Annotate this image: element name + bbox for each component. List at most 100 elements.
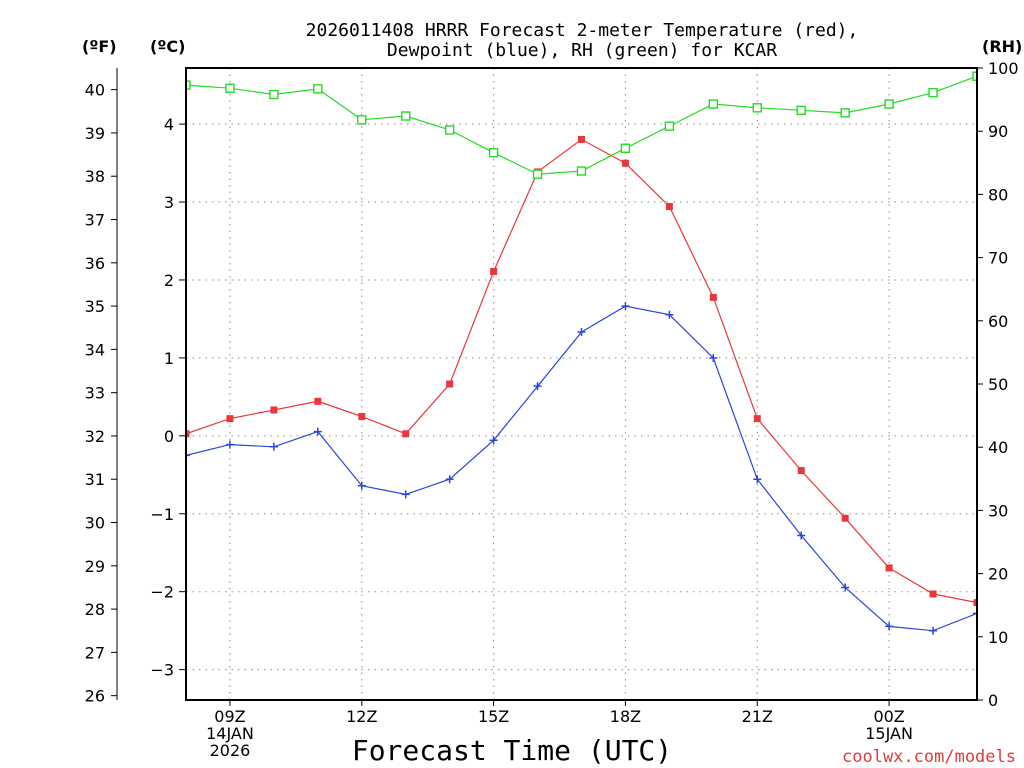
celsius-tick-label: 0 — [164, 427, 174, 446]
rh-tick-label: 30 — [988, 501, 1008, 520]
temperature-point — [578, 135, 585, 143]
rh-point — [708, 99, 719, 109]
rh-tick-label: 50 — [988, 375, 1008, 394]
fahrenheit-tick-label: 37 — [85, 211, 105, 230]
x-tick-label: 12Z — [346, 707, 377, 726]
series-group — [186, 71, 977, 635]
chart-title-line-2: Dewpoint (blue), RH (green) for KCAR — [387, 40, 777, 61]
x-tick-label: 15Z — [478, 707, 509, 726]
rh-point — [488, 147, 499, 158]
rh-tick-label: 70 — [988, 249, 1008, 268]
rh-point — [269, 89, 279, 100]
temperature-point — [885, 564, 893, 572]
fahrenheit-tick-label: 36 — [85, 254, 105, 273]
x-tick-label: 14JAN — [206, 724, 254, 743]
temperature-point — [973, 599, 977, 607]
rh-point — [444, 125, 455, 135]
fahrenheit-tick-label: 40 — [85, 81, 105, 100]
rh-tick-label: 60 — [988, 312, 1008, 331]
rh-point — [972, 71, 977, 81]
rh-tick-label: 0 — [988, 691, 998, 710]
rh-point — [620, 143, 631, 153]
temperature-point — [841, 514, 849, 522]
temperature-point — [665, 203, 673, 211]
rh-point — [313, 84, 323, 94]
plot-frame — [185, 67, 978, 701]
temperature-point — [270, 406, 278, 414]
dewpoint-point — [797, 531, 806, 540]
rh-point — [225, 83, 235, 93]
celsius-unit-label: (ºC) — [150, 37, 185, 56]
rh-point — [186, 80, 191, 90]
dewpoint-point — [269, 442, 278, 451]
x-axis-title: Forecast Time (UTC) — [352, 734, 672, 767]
rh-point — [664, 121, 675, 131]
celsius-tick-label: −3 — [150, 661, 174, 680]
temperature-point — [490, 267, 498, 275]
rh-tick-label: 10 — [988, 628, 1008, 647]
dewpoint-point — [973, 609, 977, 618]
dewpoint-point — [621, 302, 630, 311]
temperature-point — [358, 412, 366, 420]
temperature-point — [753, 415, 761, 423]
gridlines — [186, 68, 977, 700]
dewpoint-point — [313, 427, 322, 436]
temperature-point — [621, 159, 629, 167]
dewpoint-point — [186, 451, 190, 460]
rh-point — [884, 99, 894, 109]
x-tick-label: 18Z — [610, 707, 641, 726]
temperature-point — [186, 430, 190, 438]
celsius-tick-label: 1 — [164, 349, 174, 368]
rh-point — [401, 111, 411, 121]
rh-point — [928, 87, 938, 98]
dewpoint-point — [401, 490, 410, 499]
temperature-point — [929, 590, 937, 598]
fahrenheit-tick-label: 35 — [85, 297, 105, 316]
dewpoint-point — [885, 622, 894, 631]
celsius-tick-label: 4 — [164, 115, 174, 134]
dewpoint-point — [753, 475, 762, 484]
fahrenheit-tick-label: 29 — [85, 557, 105, 576]
axes: 262728293031323334353637383940−3−2−10123… — [85, 59, 1019, 760]
x-tick-label: 09Z — [214, 707, 245, 726]
rh-tick-label: 20 — [988, 565, 1008, 584]
temperature-point — [226, 415, 234, 423]
fahrenheit-unit-label: (ºF) — [82, 37, 117, 56]
fahrenheit-tick-label: 38 — [85, 167, 105, 186]
dewpoint-point — [533, 382, 542, 391]
rh-tick-label: 100 — [988, 59, 1019, 78]
fahrenheit-tick-label: 32 — [85, 427, 105, 446]
rh-point — [796, 105, 806, 116]
celsius-tick-label: −1 — [150, 505, 174, 524]
temperature-point — [709, 293, 717, 301]
temperature-point — [797, 467, 805, 475]
dewpoint-point — [357, 481, 366, 490]
rh-point — [357, 115, 367, 125]
fahrenheit-tick-label: 26 — [85, 687, 105, 706]
x-tick-label: 15JAN — [865, 724, 913, 743]
x-tick-label: 21Z — [742, 707, 773, 726]
x-tick-label: 00Z — [873, 707, 904, 726]
temperature-point — [402, 430, 410, 438]
dewpoint-point — [665, 310, 674, 319]
dewpoint-point — [929, 626, 938, 635]
temperature-point — [446, 380, 454, 388]
dewpoint-point — [841, 583, 850, 592]
rh-unit-label: (RH) — [982, 37, 1022, 56]
rh-point — [840, 108, 850, 118]
rh-tick-label: 90 — [988, 122, 1008, 141]
fahrenheit-tick-label: 34 — [85, 340, 105, 359]
fahrenheit-tick-label: 30 — [85, 514, 105, 533]
rh-tick-label: 80 — [988, 185, 1008, 204]
fahrenheit-tick-label: 31 — [85, 470, 105, 489]
credit-text: coolwx.com/models — [842, 747, 1016, 767]
dewpoint-point — [445, 475, 454, 484]
rh-tick-label: 40 — [988, 438, 1008, 457]
x-tick-label: 2026 — [210, 741, 251, 760]
dewpoint-point — [225, 440, 234, 449]
temperature-point — [314, 397, 322, 405]
rh-point — [752, 103, 762, 113]
chart-title-line-1: 2026011408 HRRR Forecast 2-meter Tempera… — [306, 20, 859, 41]
